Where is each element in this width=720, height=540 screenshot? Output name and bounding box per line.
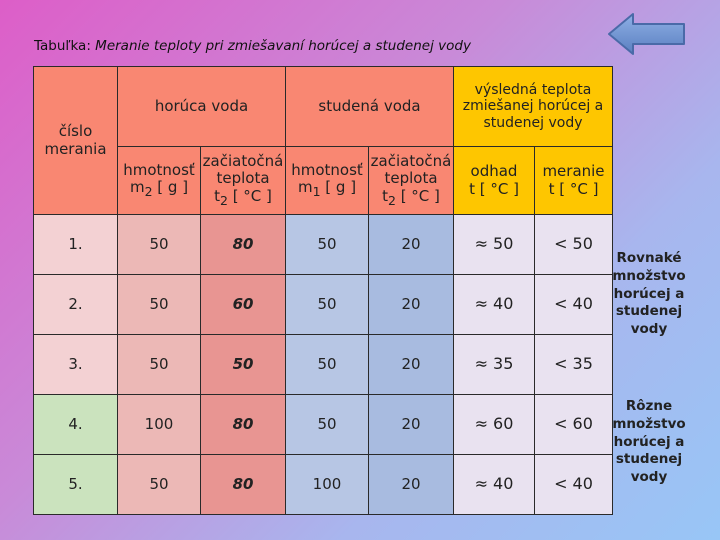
row-number: 3. [33,334,118,395]
hot-mass-value: 50 [117,214,201,275]
measured-value: < 50 [534,214,613,275]
cold-mass-value: 50 [285,394,369,455]
cold-temp-value: 20 [368,454,454,515]
estimate-value: ≈ 35 [453,334,535,395]
measured-value: < 40 [534,274,613,335]
table-row: 4. 100 80 50 20 ≈ 60 < 60 [33,394,705,455]
measured-value: < 40 [534,454,613,515]
hot-temp-value: 80 [200,394,286,455]
hot-temp-value: 60 [200,274,286,335]
table-row: 5. 50 80 100 20 ≈ 40 < 40 [33,454,705,515]
estimate-value: ≈ 40 [453,454,535,515]
header-cold-water: studená voda [285,66,454,147]
header-measurement-number: číslo merania [33,66,118,215]
table-row: 2. 50 60 50 20 ≈ 40 < 40 [33,274,705,335]
cold-mass-value: 100 [285,454,369,515]
row-number: 1. [33,214,118,275]
row-number: 2. [33,274,118,335]
row-number: 5. [33,454,118,515]
header-result-temperature: výsledná teplota zmiešanej horúcej a stu… [453,66,613,147]
header-hot-mass: hmotnosť m2 [ g ] [117,146,201,215]
cold-mass-value: 50 [285,274,369,335]
header-cold-mass: hmotnosť m1 [ g ] [285,146,369,215]
hot-temp-value: 80 [200,214,286,275]
table-caption: Tabuľka: Meranie teploty pri zmiešavaní … [34,38,471,54]
header-measured: meranie t [ °C ] [534,146,613,215]
hot-mass-value: 50 [117,334,201,395]
cold-mass-value: 50 [285,334,369,395]
cold-mass-value: 50 [285,214,369,275]
table-row: 3. 50 50 50 20 ≈ 35 < 35 [33,334,705,395]
estimate-value: ≈ 50 [453,214,535,275]
hot-temp-value: 50 [200,334,286,395]
cold-temp-value: 20 [368,394,454,455]
header-hot-water: horúca voda [117,66,286,147]
estimate-value: ≈ 60 [453,394,535,455]
hot-mass-value: 100 [117,394,201,455]
header-cold-initial-temp: začiatočná teplota t2 [ °C ] [368,146,454,215]
note-different-amounts: Rôzne množstvo horúcej a studenej vody [612,398,686,486]
estimate-value: ≈ 40 [453,274,535,335]
back-arrow-icon[interactable] [606,10,688,58]
table-row: 1. 50 80 50 20 ≈ 50 < 50 [33,214,705,275]
hot-mass-value: 50 [117,274,201,335]
hot-temp-value: 80 [200,454,286,515]
cold-temp-value: 20 [368,334,454,395]
row-number: 4. [33,394,118,455]
cold-temp-value: 20 [368,274,454,335]
cold-temp-value: 20 [368,214,454,275]
caption-label: Tabuľka: [34,38,91,54]
measured-value: < 60 [534,394,613,455]
measurement-table: číslo merania horúca voda studená voda v… [33,66,705,515]
note-equal-amounts: Rovnaké množstvo horúcej a studenej vody [612,250,686,338]
caption-text: Meranie teploty pri zmiešavaní horúcej a… [95,38,471,54]
header-hot-initial-temp: začiatočná teplota t2 [ °C ] [200,146,286,215]
measured-value: < 35 [534,334,613,395]
hot-mass-value: 50 [117,454,201,515]
header-estimate: odhad t [ °C ] [453,146,535,215]
